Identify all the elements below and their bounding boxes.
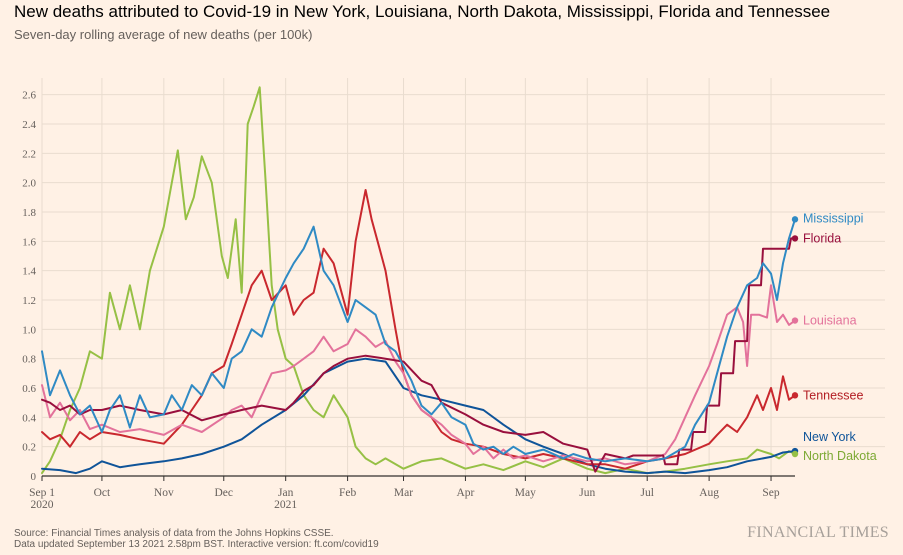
series-label: New York: [803, 430, 857, 444]
y-tick-label: 1.2: [22, 295, 36, 307]
series-end-dot: [791, 317, 799, 324]
y-tick-label: 2.4: [22, 119, 36, 131]
y-tick-label: 1.0: [22, 324, 36, 336]
x-tick-label: Apr: [456, 487, 474, 499]
y-tick-label: 0.2: [22, 442, 36, 454]
x-tick-label: Nov: [154, 487, 174, 499]
axis-layer: 0 0.2 0.4 0.6 0.8 1.0 1.2 1.4 1.6 1.8 2.0 2.2 2.4 2.6…: [22, 90, 795, 511]
y-tick-label: 2.0: [22, 178, 36, 190]
series-label: Tennessee: [803, 388, 864, 402]
update-note: Data updated September 13 2021 2.58pm BS…: [14, 539, 379, 550]
x-tick-label: Sep 1: [29, 487, 55, 499]
y-tick-label: 1.4: [22, 266, 36, 278]
series-end-dot: [791, 450, 799, 458]
x-tick-label: Jul: [640, 487, 653, 499]
x-tick-label: Jun: [579, 487, 595, 499]
y-tick-label: 0.4: [22, 412, 36, 424]
series-label: Florida: [803, 231, 841, 245]
series-label: North Dakota: [803, 449, 877, 463]
chart-footer: Source: Financial Times analysis of data…: [14, 528, 379, 550]
y-tick-label: 0.8: [22, 354, 36, 366]
x-tick-label: Oct: [94, 487, 111, 499]
series-line-tennessee: [41, 189, 796, 470]
source-note: Source: Financial Times analysis of data…: [14, 528, 334, 539]
series-label: Mississippi: [803, 211, 863, 225]
y-tick-label: 1.8: [22, 207, 36, 219]
x-tick-year-label: 2021: [274, 499, 297, 511]
chart-subtitle: Seven-day rolling average of new deaths …: [14, 27, 313, 42]
series-end-dot: [791, 216, 799, 223]
series-end-dot: [791, 235, 799, 242]
x-tick-label: May: [515, 487, 536, 499]
series-label: Louisiana: [803, 314, 857, 328]
y-tick-label: 0: [31, 471, 37, 483]
publisher-logo: FINANCIAL TIMES: [747, 524, 889, 541]
y-tick-label: 0.6: [22, 383, 36, 395]
line-chart: 0 0.2 0.4 0.6 0.8 1.0 1.2 1.4 1.6 1.8 2.0 2.2 2.4 2.6…: [22, 78, 885, 511]
series-line-new-york: [41, 357, 796, 475]
x-tick-label: Jan: [278, 487, 294, 499]
label-layer: Mississippi Florida Louisiana Tennessee New …: [791, 211, 877, 463]
series-line-florida: [41, 237, 796, 473]
series-line-mississippi: [41, 218, 796, 463]
x-tick-label: Aug: [699, 487, 719, 499]
series-end-dot: [791, 392, 799, 399]
series-layer: [41, 86, 796, 475]
x-tick-label: Mar: [394, 487, 413, 499]
y-tick-label: 2.6: [22, 90, 36, 102]
y-tick-label: 2.2: [22, 148, 36, 160]
chart-title: New deaths attributed to Covid-19 in New…: [14, 2, 831, 21]
series-line-louisiana: [41, 284, 796, 466]
x-tick-label: Feb: [339, 487, 357, 499]
x-tick-label: Dec: [215, 487, 234, 499]
x-tick-label: Sep: [762, 487, 780, 499]
y-tick-label: 1.6: [22, 236, 36, 248]
x-tick-year-label: 2020: [31, 499, 54, 511]
